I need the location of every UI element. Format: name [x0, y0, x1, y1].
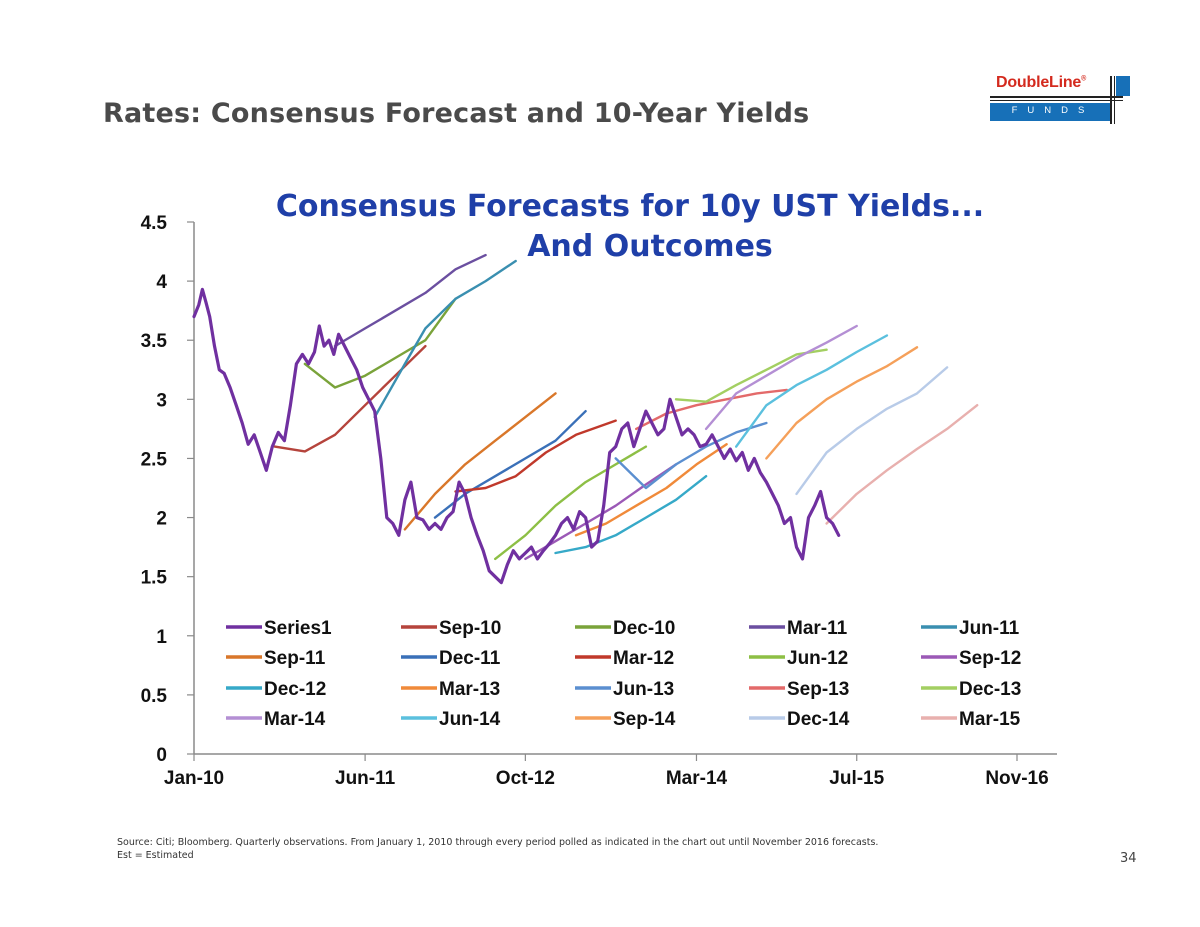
logo-square — [1116, 76, 1130, 96]
legend-label: Series1 — [264, 618, 332, 639]
legend-label: Jun-12 — [787, 648, 848, 669]
source-line: Source: Citi; Bloomberg. Quarterly obser… — [117, 837, 879, 848]
x-tick-label: Mar-14 — [666, 768, 728, 789]
series-line-dec-13 — [674, 348, 828, 403]
series-line-mar-11 — [333, 253, 487, 348]
x-tick-label: Oct-12 — [496, 768, 555, 789]
estimate-note: Est = Estimated — [117, 850, 194, 861]
series-line-sep-13 — [635, 388, 788, 431]
series-line-dec-10 — [303, 297, 457, 389]
x-tick-label: Jan-10 — [164, 768, 224, 789]
series-line-jun-14 — [735, 334, 889, 448]
logo-rule — [990, 96, 1123, 98]
x-tick-label: Jul-15 — [829, 768, 884, 789]
legend-label: Jun-11 — [959, 618, 1020, 639]
source-note: Source: Citi; Bloomberg. Quarterly obser… — [117, 836, 878, 862]
legend-label: Jun-13 — [613, 679, 674, 700]
legend-label: Dec-10 — [613, 618, 675, 639]
legend-label: Mar-13 — [439, 679, 500, 700]
legend-label: Mar-12 — [613, 648, 674, 669]
chart-title-line2: And Outcomes — [527, 229, 773, 264]
y-tick-label: 1.5 — [141, 568, 168, 589]
legend-label: Mar-15 — [959, 709, 1021, 730]
series-line-jun-13 — [614, 421, 768, 490]
y-tick-label: 1 — [156, 627, 167, 648]
y-tick-label: 2 — [156, 509, 167, 530]
y-tick-label: 3 — [156, 390, 167, 411]
legend-label: Jun-14 — [439, 709, 501, 730]
legend-label: Dec-14 — [787, 709, 850, 730]
legend-label: Dec-11 — [439, 648, 501, 669]
series-line-mar-12 — [454, 419, 617, 493]
logo-wordmark: DoubleLine® — [996, 74, 1086, 92]
page-title: Rates: Consensus Forecast and 10-Year Yi… — [103, 98, 810, 129]
series-line-dec-11 — [433, 410, 587, 519]
page-number: 34 — [1120, 851, 1137, 866]
y-tick-label: 4.5 — [141, 213, 168, 234]
legend-label: Sep-14 — [613, 709, 676, 730]
series-line-series1 — [192, 287, 841, 585]
series-line-mar-13 — [574, 443, 728, 537]
series-line-dec-14 — [795, 366, 949, 496]
series-line-jun-12 — [494, 445, 648, 561]
y-tick-label: 0 — [156, 745, 167, 766]
chart-series-lines — [192, 253, 979, 585]
y-tick-label: 4 — [156, 272, 167, 293]
legend-label: Sep-13 — [787, 679, 849, 700]
chart-axes: 0 0.5 1 1.5 2 2.5 3 3.5 4 4.5 Jan-10 Jun-11 Oct-12 Ma… — [141, 213, 1057, 789]
legend-label: Sep-11 — [264, 648, 326, 669]
logo-rule — [990, 100, 1123, 101]
y-tick-label: 2.5 — [141, 449, 168, 470]
logo-rule — [1110, 76, 1112, 124]
legend-label: Dec-13 — [959, 679, 1021, 700]
chart-title-line1: Consensus Forecasts for 10y UST Yields..… — [276, 189, 984, 224]
logo-band — [990, 103, 1110, 121]
x-tick-label: Jun-11 — [335, 768, 396, 789]
series-line-mar-14 — [704, 324, 858, 431]
doubleline-logo: DoubleLine® FUNDS — [990, 72, 1130, 128]
series-line-mar-15 — [825, 404, 979, 525]
x-tick-label: Nov-16 — [985, 768, 1048, 789]
series-line-sep-11 — [403, 392, 557, 531]
legend-label: Sep-12 — [959, 648, 1021, 669]
y-tick-label: 0.5 — [141, 686, 168, 707]
logo-rule — [1114, 76, 1115, 124]
series-line-sep-14 — [765, 346, 919, 460]
logo-subtitle: FUNDS — [1011, 105, 1095, 116]
chart-legend: Series1 Sep-10 Dec-10 Mar-11 Jun-11 Sep-11 Dec… — [226, 618, 1021, 730]
series-line-dec-12 — [554, 475, 708, 555]
legend-label: Dec-12 — [264, 679, 326, 700]
y-tick-label: 3.5 — [141, 331, 168, 352]
legend-label: Mar-11 — [787, 618, 848, 639]
legend-label: Sep-10 — [439, 618, 501, 639]
logo-registered-mark: ® — [1081, 75, 1087, 83]
series-line-jun-11 — [373, 259, 517, 419]
logo-wordmark-text: DoubleLine — [996, 74, 1082, 91]
legend-label: Mar-14 — [264, 709, 326, 730]
